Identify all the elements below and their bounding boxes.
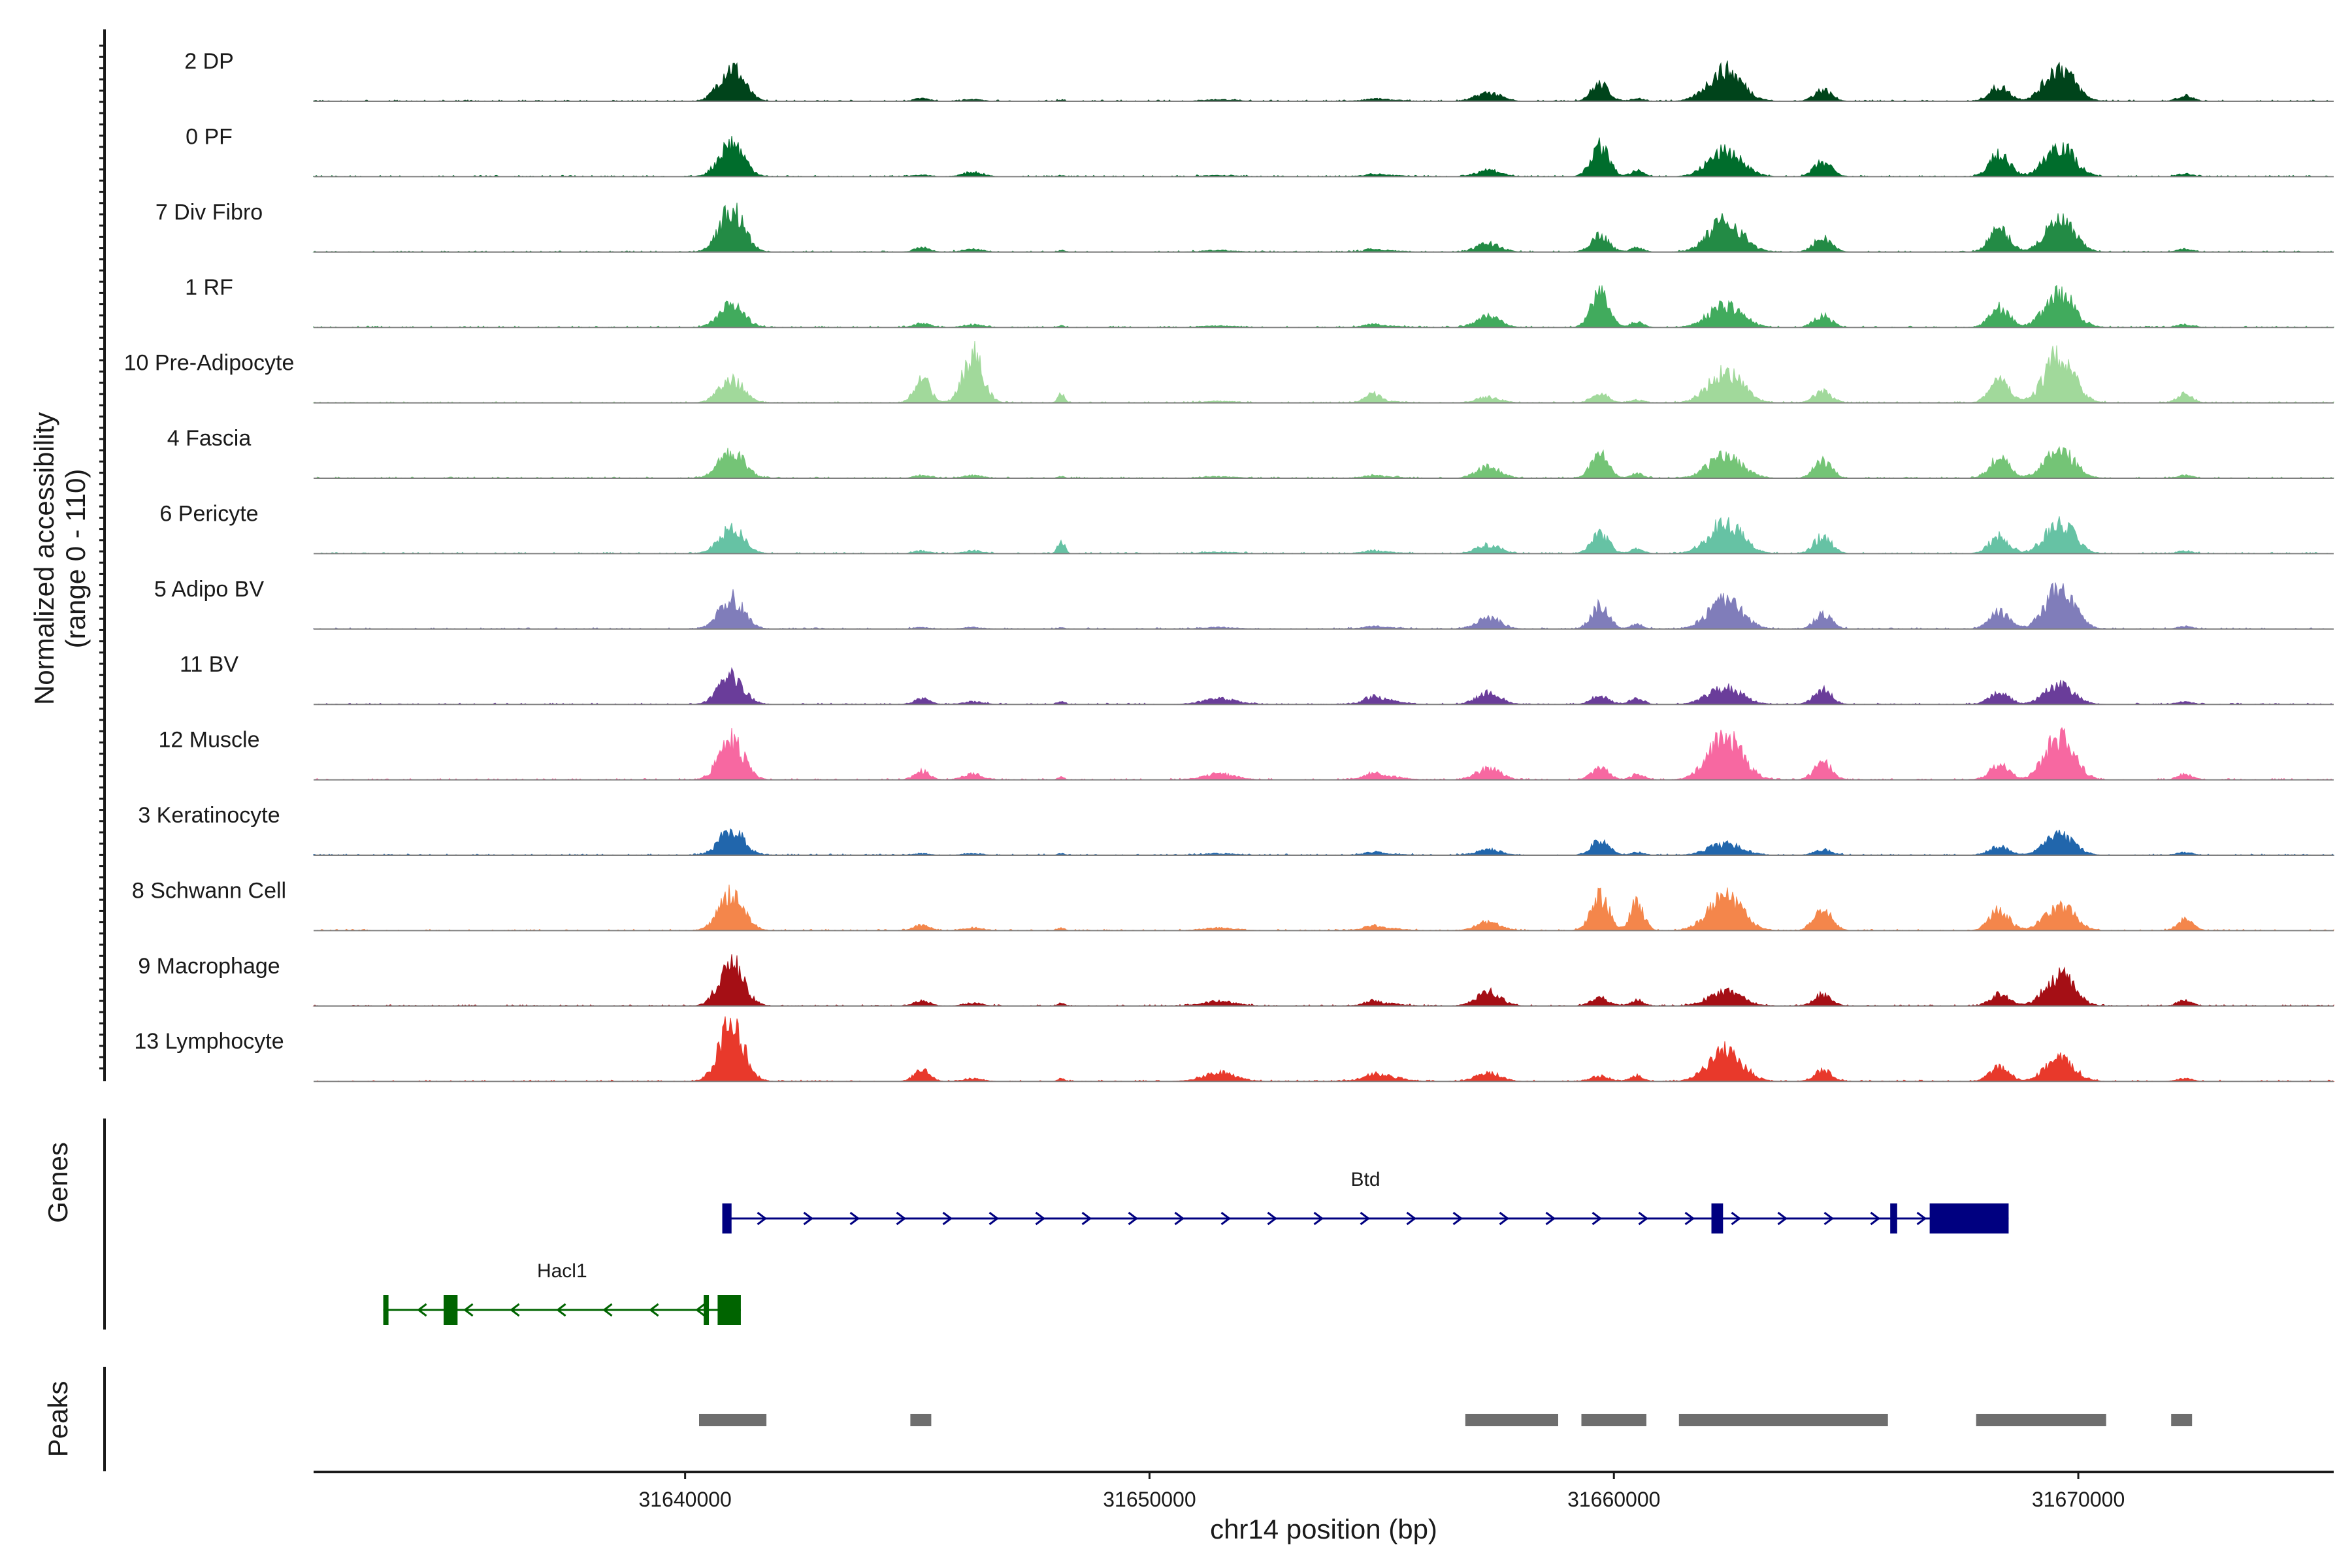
track-label: 8 Schwann Cell [132, 878, 286, 903]
track-11-bv: 11 BV [180, 652, 2334, 706]
track-12-muscle: 12 Muscle [159, 727, 2334, 781]
strand-arrow [896, 1211, 907, 1226]
peak-interval [2171, 1414, 2193, 1426]
x-tick-label: 31640000 [638, 1488, 731, 1511]
track-1-rf: 1 RF [185, 275, 2334, 329]
strand-arrow [849, 1211, 860, 1226]
genes-panel-title: Genes [42, 1142, 73, 1223]
track-8-schwann-cell: 8 Schwann Cell [132, 878, 2334, 932]
track-label: 12 Muscle [159, 728, 260, 753]
strand-arrow [1684, 1211, 1695, 1226]
track-label: 9 Macrophage [138, 954, 280, 979]
track-label: 1 RF [185, 275, 233, 300]
track-label: 3 Keratinocyte [138, 803, 280, 828]
track-7-div-fibro: 7 Div Fibro [155, 200, 2334, 253]
peaks-panel [699, 1414, 2193, 1426]
x-axis-ticks: 31640000 31650000 31660000 31670000 [638, 1472, 2125, 1511]
gene-exon [383, 1295, 389, 1325]
gene-label: Hacl1 [537, 1260, 587, 1282]
y-axis-ticks [99, 44, 105, 1070]
strand-arrow [649, 1303, 659, 1317]
gene-exon [444, 1295, 458, 1325]
strand-arrow [1128, 1211, 1139, 1226]
strand-arrow [1545, 1211, 1556, 1226]
strand-arrow [417, 1303, 427, 1317]
track-label: 7 Div Fibro [155, 200, 263, 225]
track-label: 13 Lymphocyte [134, 1029, 284, 1054]
peak-interval [699, 1414, 767, 1426]
gene-exon [722, 1203, 732, 1233]
track-label: 10 Pre-Adipocyte [124, 351, 295, 376]
strand-arrow [695, 1303, 706, 1317]
strand-arrow [1870, 1211, 1881, 1226]
gene-exon [1711, 1203, 1723, 1233]
strand-arrow [1220, 1211, 1232, 1226]
gene-exon [1929, 1203, 2009, 1233]
strand-arrow [1823, 1211, 1835, 1226]
x-tick-label: 31650000 [1103, 1488, 1196, 1511]
track-label: 5 Adipo BV [154, 577, 265, 602]
track-6-pericyte: 6 Pericyte [159, 501, 2334, 555]
y-axis-range-label: (range 0 - 110) [60, 469, 91, 649]
peaks-panel-title: Peaks [42, 1381, 73, 1458]
track-label: 6 Pericyte [159, 501, 258, 526]
strand-arrow [1081, 1211, 1092, 1226]
strand-arrow [757, 1211, 768, 1226]
x-tick-label: 31660000 [1567, 1488, 1660, 1511]
y-axis-title: Normalized accessibility [29, 412, 59, 705]
strand-arrow [1731, 1211, 1742, 1226]
track-label: 0 PF [186, 124, 233, 149]
strand-arrow [1499, 1211, 1510, 1226]
track-10-pre-adipocyte: 10 Pre-Adipocyte [124, 340, 2334, 404]
peak-interval [1976, 1414, 2106, 1426]
strand-arrow [1174, 1211, 1185, 1226]
gene-exon [704, 1295, 710, 1325]
peak-interval [910, 1414, 932, 1426]
track-2-dp: 2 DP [184, 49, 2334, 102]
strand-arrow [510, 1303, 520, 1317]
track-0-pf: 0 PF [186, 124, 2334, 178]
x-axis-title: chr14 position (bp) [1210, 1514, 1437, 1544]
strand-arrow [463, 1303, 474, 1317]
strand-arrow [988, 1211, 1000, 1226]
peak-interval [1581, 1414, 1646, 1426]
track-label: 11 BV [180, 652, 238, 677]
gene-btd: Btd [722, 1169, 2009, 1233]
strand-arrow [556, 1303, 566, 1317]
strand-arrow [1638, 1211, 1649, 1226]
strand-arrow [1313, 1211, 1324, 1226]
strand-arrow [1452, 1211, 1463, 1226]
track-label: 2 DP [184, 49, 234, 74]
track-label: 4 Fascia [167, 426, 252, 451]
strand-arrow [1267, 1211, 1278, 1226]
x-tick-label: 31670000 [2032, 1488, 2125, 1511]
track-3-keratinocyte: 3 Keratinocyte [138, 803, 2335, 856]
coverage-tracks: 2 DP 0 PF 7 Div Fibro 1 RF 10 Pre-Adipocyte 4… [124, 49, 2335, 1083]
strand-arrow [1592, 1211, 1603, 1226]
track-13-lymphocyte: 13 Lymphocyte [134, 1016, 2335, 1083]
track-9-macrophage: 9 Macrophage [138, 954, 2334, 1007]
gene-exon [717, 1295, 741, 1325]
strand-arrow [803, 1211, 814, 1226]
track-4-fascia: 4 Fascia [167, 426, 2334, 479]
strand-arrow [602, 1303, 613, 1317]
peak-interval [1678, 1414, 1888, 1426]
gene-label: Btd [1350, 1169, 1380, 1190]
genes-panel: Btd Hacl1 [383, 1169, 2009, 1325]
strand-arrow [1777, 1211, 1788, 1226]
strand-arrow [942, 1211, 953, 1226]
strand-arrow [1035, 1211, 1046, 1226]
track-5-adipo-bv: 5 Adipo BV [154, 577, 2334, 630]
gene-exon [1890, 1203, 1897, 1233]
strand-arrow [1360, 1211, 1371, 1226]
gene-hacl1: Hacl1 [383, 1260, 741, 1325]
strand-arrow [1406, 1211, 1417, 1226]
strand-arrow [1916, 1211, 1927, 1226]
peak-interval [1465, 1414, 1558, 1426]
